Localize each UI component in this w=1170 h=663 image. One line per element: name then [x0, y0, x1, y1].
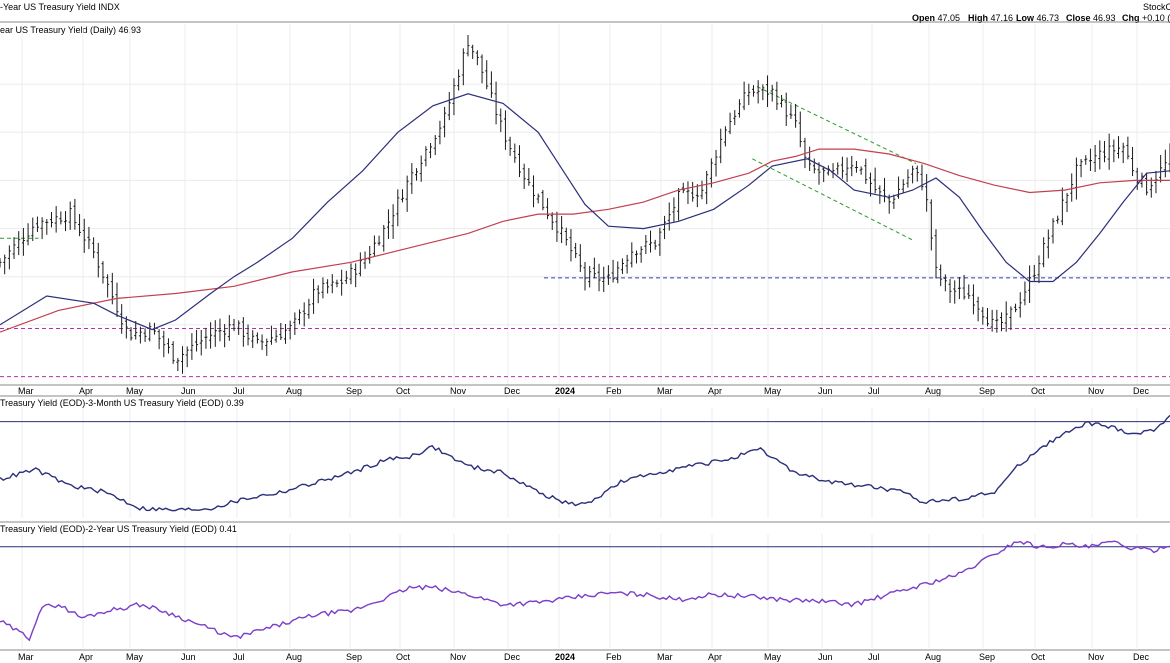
month-label: May	[764, 386, 782, 396]
month-label: Jun	[818, 652, 833, 662]
month-label: Dec	[1133, 652, 1150, 662]
spread-3m-line	[0, 414, 1170, 512]
month-label: Nov	[450, 386, 467, 396]
month-label: Mar	[657, 386, 673, 396]
spread-3m-title: Treasury Yield (EOD)-3-Month US Treasury…	[0, 398, 244, 408]
month-label: May	[764, 652, 782, 662]
month-label: Jul	[233, 386, 245, 396]
month-label: Nov	[1088, 652, 1105, 662]
lower-channel-trendline	[752, 158, 914, 242]
month-label: 2024	[555, 386, 575, 396]
month-label: 2024	[555, 652, 575, 662]
month-label: Sep	[346, 386, 362, 396]
month-label: Aug	[925, 652, 941, 662]
month-label: Mar	[657, 652, 673, 662]
month-label: Jul	[868, 652, 880, 662]
month-label: Sep	[346, 652, 362, 662]
month-label: Apr	[79, 386, 93, 396]
month-label: Aug	[286, 652, 302, 662]
month-label: Jul	[868, 386, 880, 396]
ma-200-line	[0, 148, 1170, 333]
price-trendlines	[0, 86, 1170, 378]
month-label: Dec	[1133, 386, 1150, 396]
month-axis-bottom: Mar Apr May Jun Jul Aug Sep Oct Nov Dec 2024 Feb Mar…	[18, 652, 1150, 662]
ohlc-open: Open 47.05	[912, 13, 960, 23]
spread-2y-grid	[21, 534, 1138, 648]
month-label: May	[126, 652, 144, 662]
month-label: Mar	[18, 386, 34, 396]
month-label: Oct	[396, 386, 411, 396]
month-label: Feb	[606, 652, 622, 662]
upper-channel-trendline	[756, 86, 917, 165]
price-bars	[0, 35, 1170, 374]
month-label: Jun	[181, 386, 196, 396]
month-label: Jul	[233, 652, 245, 662]
spread-2y-line	[0, 540, 1170, 642]
spread-2y-title: Treasury Yield (EOD)-2-Year US Treasury …	[0, 524, 237, 534]
month-label: Oct	[1031, 652, 1046, 662]
month-label: Dec	[504, 386, 521, 396]
month-label: Oct	[1031, 386, 1046, 396]
ohlc-low: Low 46.73	[1016, 13, 1059, 23]
month-axis-top: Mar Apr May Jun Jul Aug Sep Oct Nov Dec 2024 Feb Mar…	[18, 386, 1150, 396]
price-panel: ear US Treasury Yield (Daily) 46.93 Mar A…	[0, 21, 1170, 396]
month-label: Mar	[18, 652, 34, 662]
spread-2y-panel: Treasury Yield (EOD)-2-Year US Treasury …	[0, 521, 1170, 662]
ohlc-high: High 47.16	[968, 13, 1013, 23]
price-panel-title: ear US Treasury Yield (Daily) 46.93	[0, 25, 141, 35]
month-label: Sep	[979, 652, 995, 662]
spread-3m-grid	[21, 408, 1138, 518]
month-label: Aug	[925, 386, 941, 396]
symbol-title: -Year US Treasury Yield INDX	[0, 2, 120, 12]
month-label: Jun	[181, 652, 196, 662]
month-label: Apr	[708, 386, 722, 396]
ohlc-chg: Chg +0.10 (	[1122, 13, 1170, 23]
month-label: Jun	[818, 386, 833, 396]
ohlc-close: Close 46.93	[1066, 13, 1116, 23]
ohlc-readout: Open 47.05 High 47.16 Low 46.73 Close 46.93…	[912, 13, 1170, 23]
month-label: Sep	[979, 386, 995, 396]
month-label: Feb	[606, 386, 622, 396]
spread-3m-panel: Treasury Yield (EOD)-3-Month US Treasury…	[0, 395, 1170, 518]
month-label: Nov	[450, 652, 467, 662]
month-label: Dec	[504, 652, 521, 662]
month-label: Aug	[286, 386, 302, 396]
watermark: StockC	[1143, 2, 1170, 12]
ma-50-line	[0, 93, 1170, 331]
month-label: Oct	[396, 652, 411, 662]
month-label: Nov	[1088, 386, 1105, 396]
month-label: Apr	[79, 652, 93, 662]
month-label: Apr	[708, 652, 722, 662]
month-label: May	[126, 386, 144, 396]
